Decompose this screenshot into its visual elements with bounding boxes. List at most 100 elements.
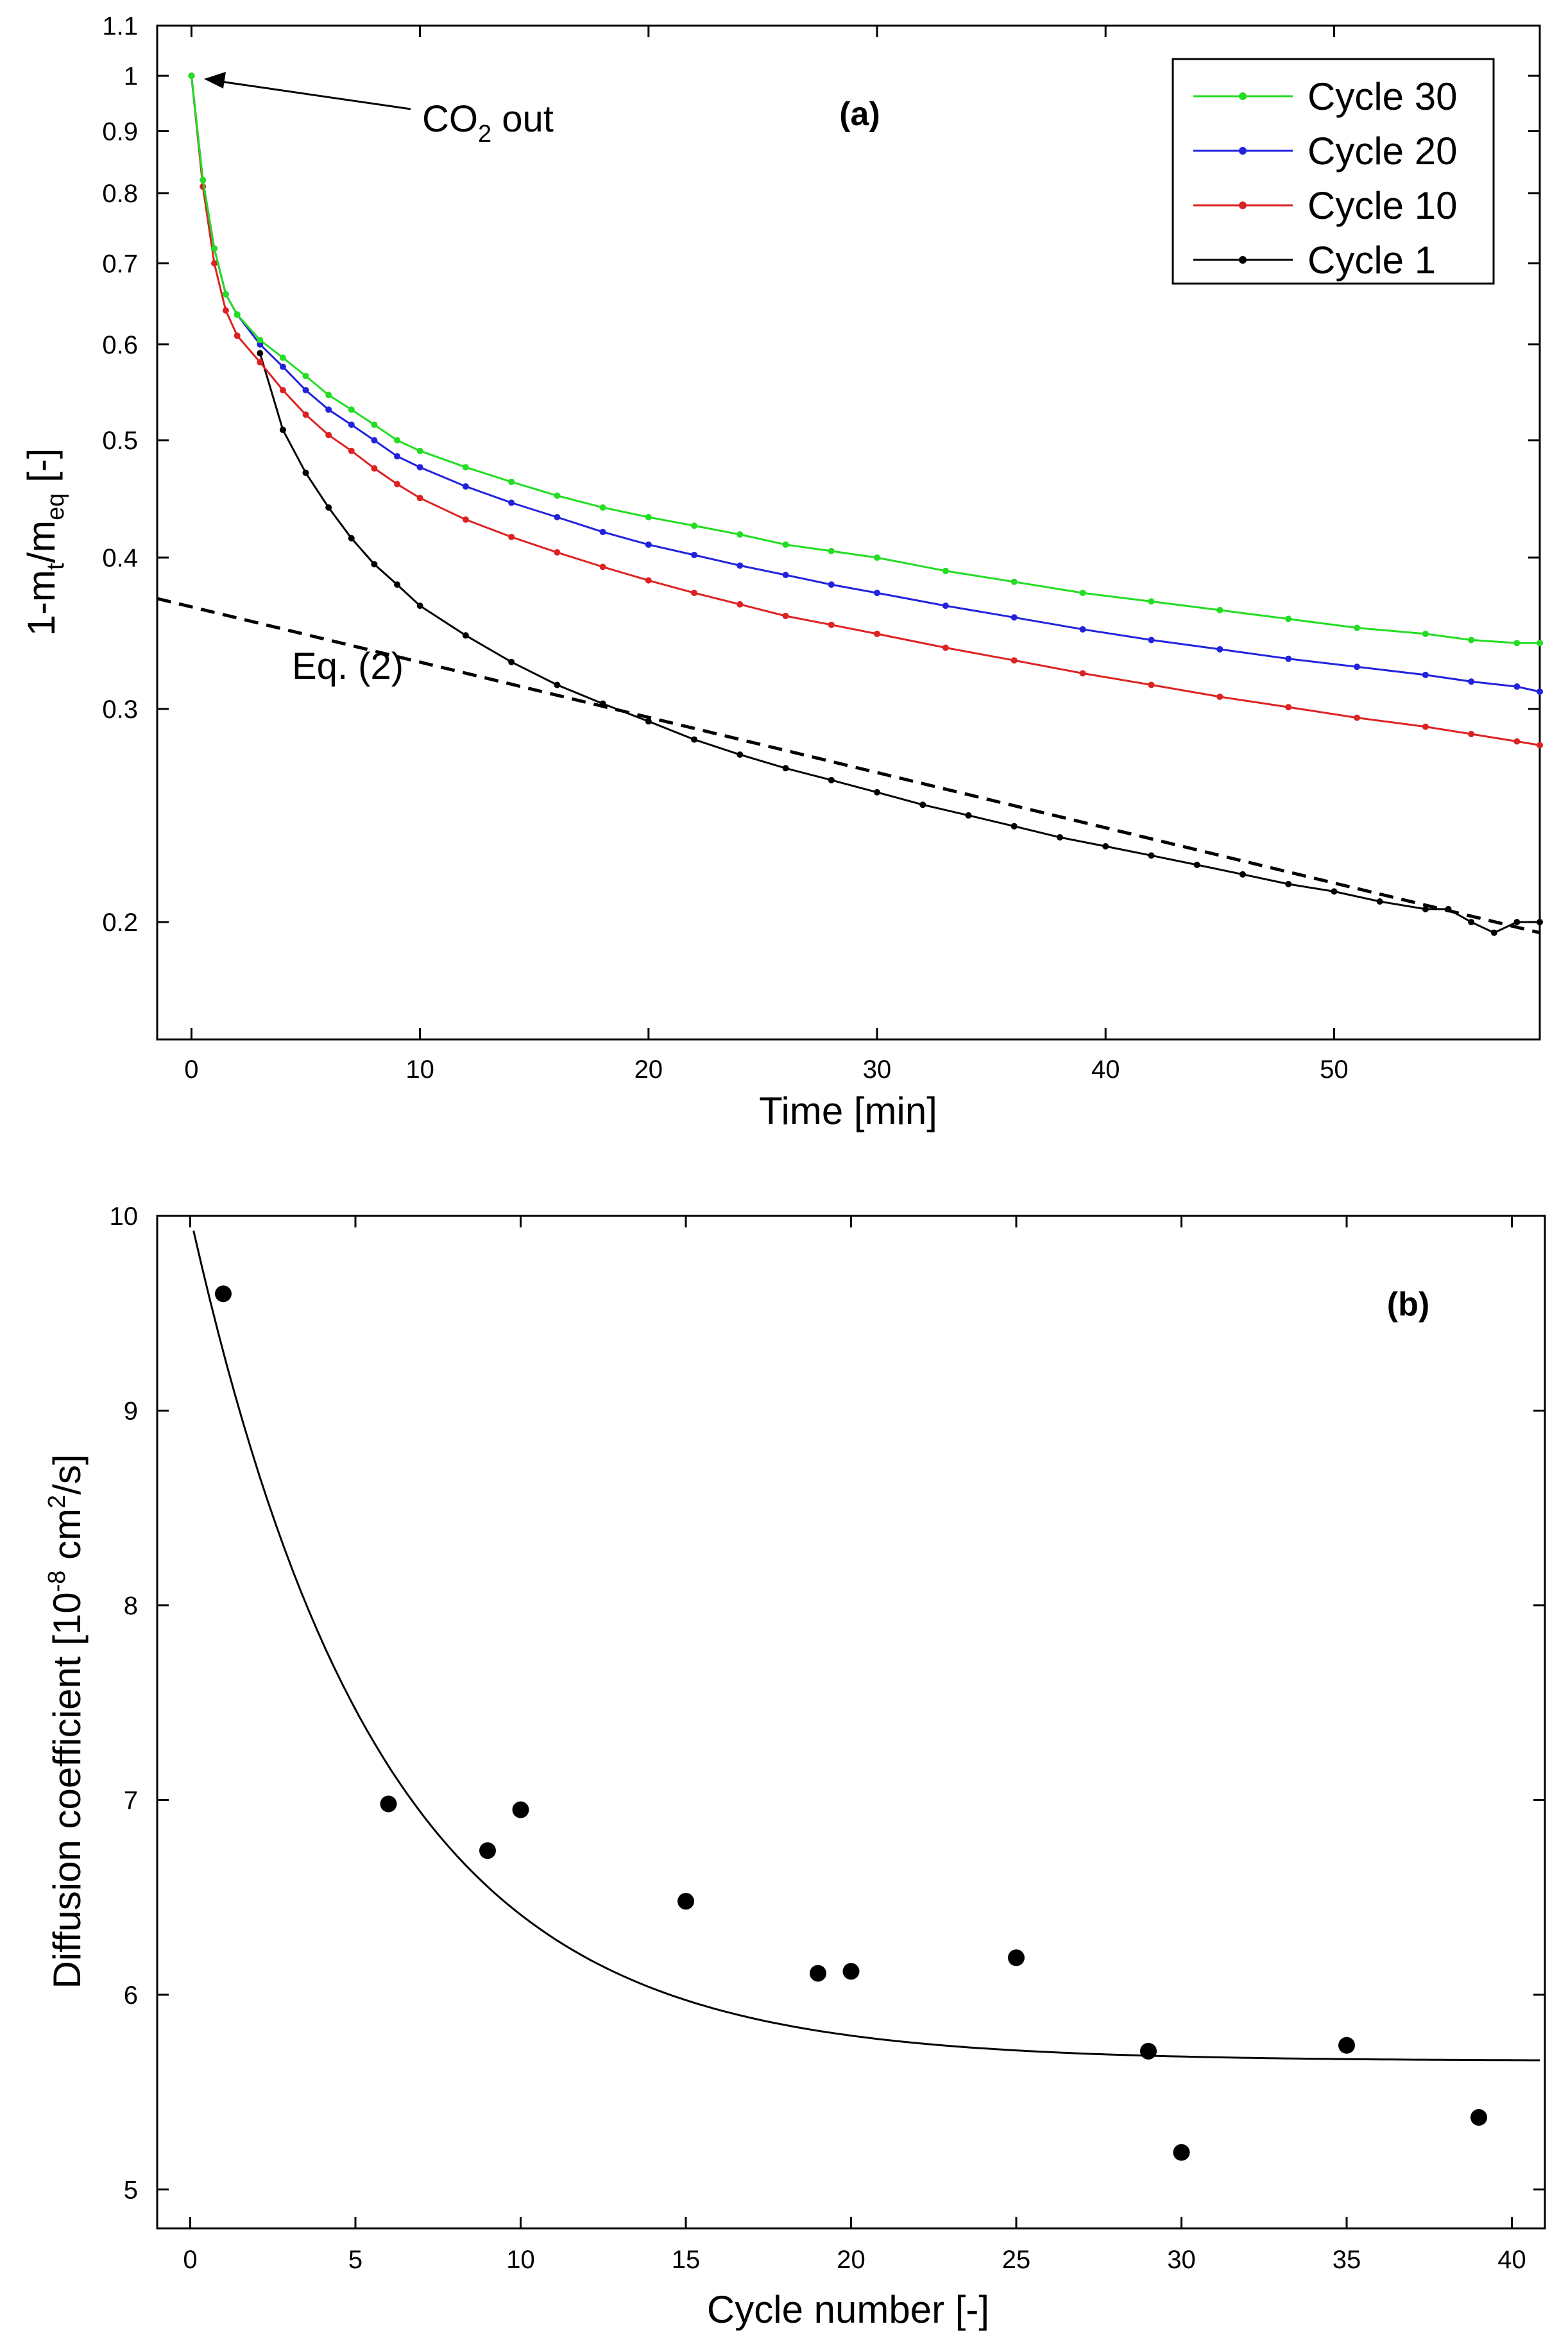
series-point — [1537, 919, 1543, 926]
series-point — [279, 363, 286, 370]
b-x-tick-label: 25 — [1002, 2246, 1031, 2274]
data-point — [842, 1963, 860, 1980]
legend-item-cycle-10: Cycle 10 — [1193, 184, 1457, 227]
series-point — [222, 291, 229, 298]
b-x-tick-label: 0 — [183, 2246, 197, 2274]
series-point — [645, 541, 652, 548]
series-point — [416, 447, 423, 454]
b-y-tick-label: 5 — [124, 2176, 138, 2204]
series-point — [645, 513, 652, 520]
series-point — [1513, 738, 1521, 745]
series-point — [1490, 929, 1497, 936]
panel-b: 0 5 10 15 20 25 30 35 40 5 6 7 8 9 10 Cycle number [-… — [44, 1202, 1546, 2331]
series-point — [1148, 852, 1155, 859]
a-y-tick-label: 0.4 — [102, 544, 138, 572]
series-point — [782, 765, 789, 772]
a-y-tick-label: 0.9 — [102, 117, 138, 146]
b-y-tick-label: 6 — [124, 1981, 138, 2010]
series-point — [234, 311, 241, 318]
series-point — [462, 464, 469, 471]
series-point — [554, 549, 561, 556]
series-point — [1354, 714, 1361, 721]
series-point — [1102, 843, 1109, 850]
series-point — [1079, 670, 1086, 677]
series-point — [942, 644, 949, 651]
series-point — [348, 421, 355, 428]
series-point — [371, 437, 378, 444]
panel-b-x-ticks: 0 5 10 15 20 25 30 35 40 — [183, 1216, 1526, 2274]
series-point — [1354, 663, 1361, 671]
data-point — [512, 1801, 529, 1818]
series-point — [599, 700, 606, 707]
series-point — [1468, 678, 1475, 685]
a-y-tick-label: 1 — [124, 62, 138, 90]
series-point — [737, 601, 744, 608]
panel-a: 0 10 20 30 40 50 0.2 0.3 0.4 0.5 0.6 0.7 0.8 0.9 1 1.1… — [20, 12, 1543, 1132]
a-x-tick-label: 10 — [405, 1055, 434, 1084]
data-point — [1338, 2037, 1355, 2054]
data-point — [810, 1965, 826, 1982]
series-line — [190, 75, 1540, 693]
series-point — [1285, 704, 1292, 711]
series-point — [828, 621, 835, 628]
series-point — [348, 406, 355, 413]
b-y-tick-label: 8 — [124, 1592, 138, 1620]
co2-out-annotation: CO2 out — [422, 98, 554, 148]
panel-a-y-ticks: 0.2 0.3 0.4 0.5 0.6 0.7 0.8 0.9 1 1.1 — [102, 12, 1540, 937]
b-x-tick-label: 5 — [348, 2246, 362, 2274]
series-point — [1079, 626, 1086, 633]
series-point — [942, 567, 949, 574]
series-point — [371, 465, 378, 472]
series-point — [371, 421, 378, 428]
series-point — [302, 469, 309, 476]
a-y-tick-label: 0.5 — [102, 427, 138, 455]
legend-swatch-marker — [1239, 92, 1247, 100]
a-x-tick-label: 50 — [1320, 1055, 1349, 1084]
series-point — [1422, 905, 1429, 912]
legend-items: Cycle 30 Cycle 20 Cycle 10 Cycle 1 — [1193, 75, 1457, 282]
series-point — [1513, 919, 1521, 926]
b-x-tick-label: 30 — [1167, 2246, 1196, 2274]
series-point — [1468, 730, 1475, 737]
series-point — [279, 354, 286, 361]
series-point — [1010, 657, 1018, 664]
b-x-tick-label: 10 — [506, 2246, 535, 2274]
series-point — [188, 73, 195, 80]
series-point — [325, 504, 332, 511]
b-y-tick-label: 9 — [124, 1397, 138, 1425]
b-x-tick-label: 40 — [1497, 2246, 1526, 2274]
series-point — [394, 453, 401, 460]
a-y-tick-label: 0.2 — [102, 909, 138, 937]
series-point — [599, 563, 606, 570]
b-y-tick-label: 7 — [124, 1786, 138, 1815]
series-point — [211, 245, 218, 252]
panel-b-points — [215, 1285, 1487, 2161]
series-line — [190, 75, 1540, 644]
series-point — [1537, 742, 1543, 749]
co2-arrow-line — [211, 79, 411, 110]
series-point — [1216, 693, 1223, 700]
series-point — [1285, 655, 1292, 662]
fit-curve-line — [192, 1230, 1540, 2062]
series-point — [394, 481, 401, 488]
panel-a-x-axis-title: Time [min] — [759, 1089, 937, 1132]
data-point — [380, 1795, 397, 1813]
series-point — [462, 483, 469, 490]
series-point — [416, 464, 423, 471]
a-x-tick-label: 0 — [184, 1055, 198, 1084]
data-point — [1008, 1949, 1025, 1967]
a-y-tick-label: 0.6 — [102, 331, 138, 359]
series-point — [874, 630, 881, 637]
legend-swatch-marker — [1239, 256, 1247, 264]
a-y-tick-label: 0.8 — [102, 180, 138, 208]
panel-a-fit-line — [157, 597, 1540, 935]
series-point — [325, 406, 332, 413]
series-point — [874, 590, 881, 597]
a-y-tick-label: 1.1 — [102, 12, 138, 40]
data-point — [677, 1893, 694, 1910]
series-point — [200, 176, 207, 184]
legend-label: Cycle 30 — [1308, 75, 1457, 118]
series-point — [1468, 636, 1475, 644]
panel-b-label: (b) — [1387, 1286, 1429, 1323]
